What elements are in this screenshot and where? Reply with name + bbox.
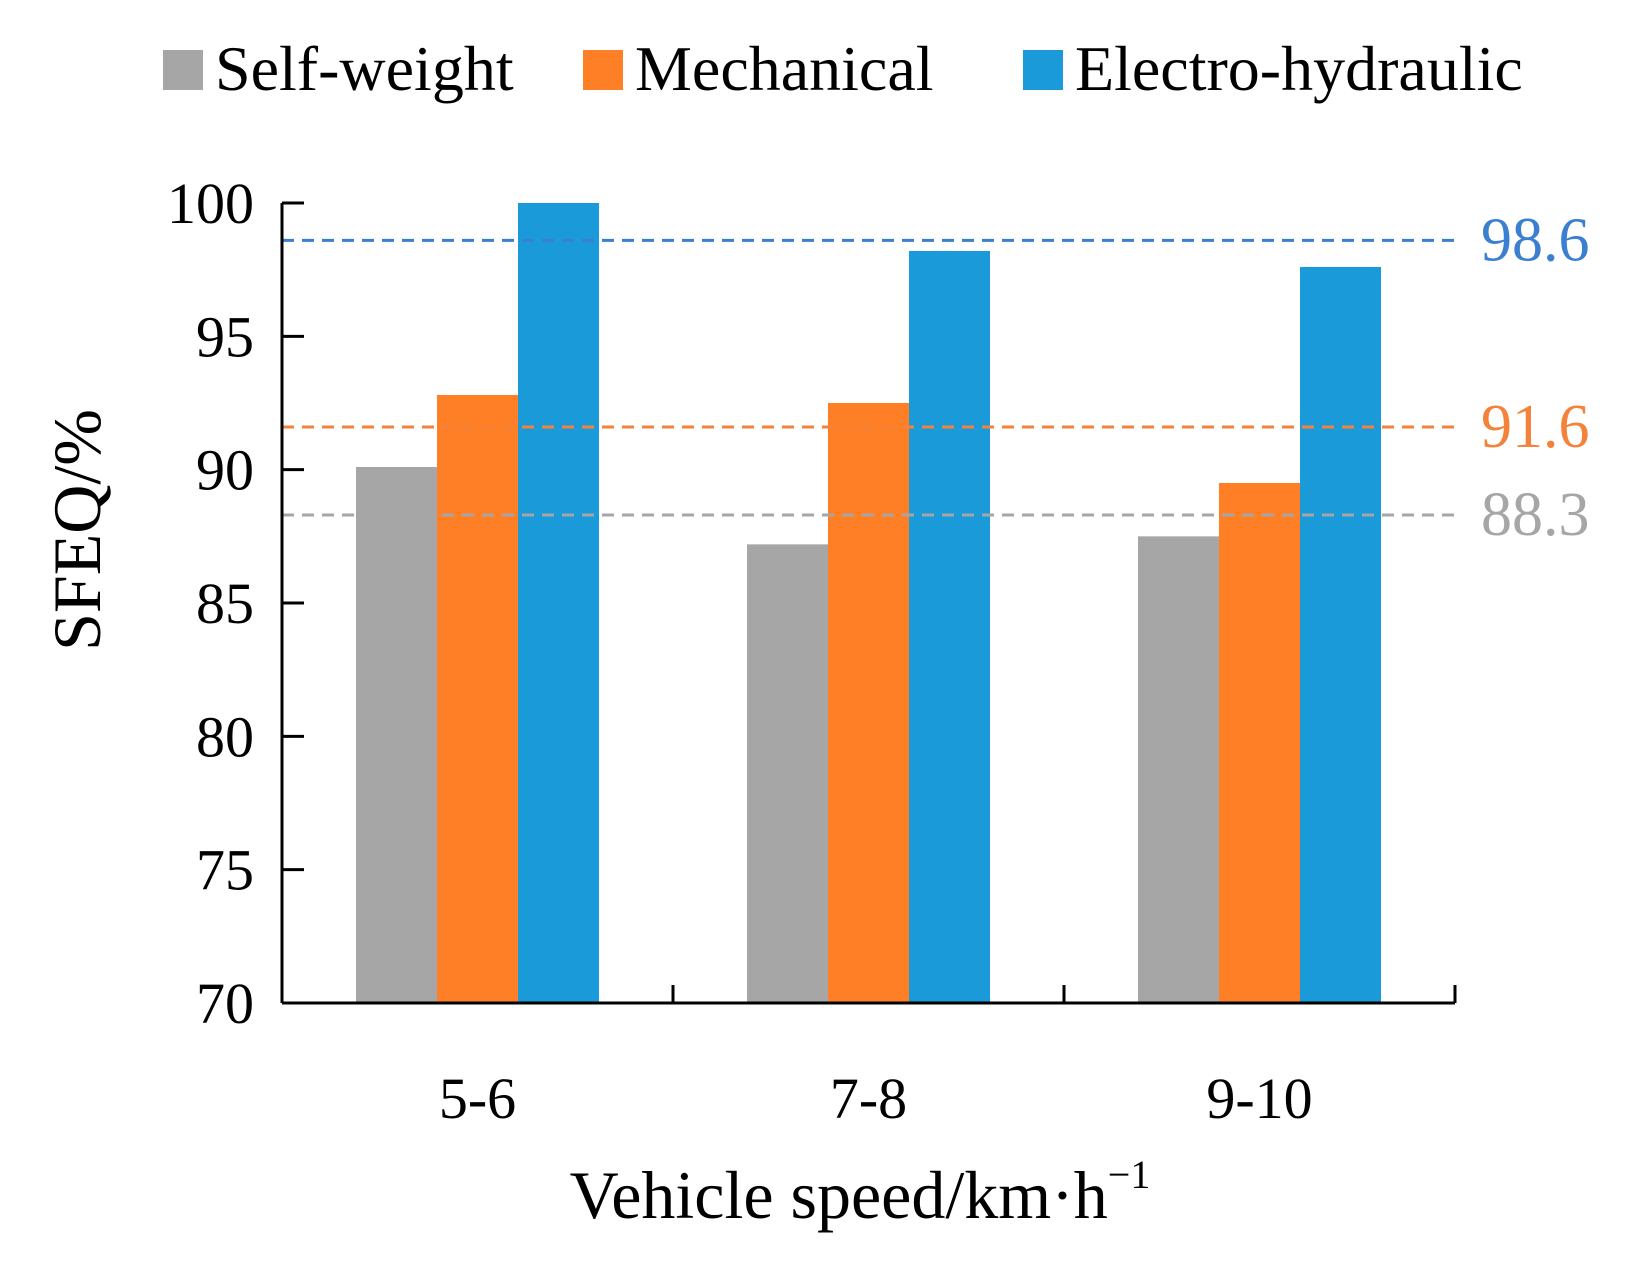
y-tick-label-90: 90 [196, 438, 254, 503]
x-axis-title-superscript: −1 [1108, 1152, 1151, 1197]
y-tick-label-70: 70 [196, 971, 254, 1036]
legend-swatch-self-weight [163, 50, 203, 90]
x-axis-title-main: Vehicle speed/km·h [570, 1157, 1108, 1233]
bar-self-weight-7-8 [747, 544, 828, 1003]
bar-electro-hydraulic-9-10 [1300, 267, 1381, 1003]
y-tick-label-80: 80 [196, 704, 254, 769]
legend-label-electro-hydraulic: Electro-hydraulic [1075, 33, 1523, 104]
tick-labels: 70 75 80 85 90 95 100 5-6 7-8 9-10 [167, 171, 1313, 1131]
axes [280, 201, 1457, 1005]
reference-label-88-3: 88.3 [1481, 481, 1590, 549]
reference-lines: 98.6 91.6 88.3 [282, 206, 1590, 549]
reference-label-98-6: 98.6 [1481, 206, 1590, 274]
legend-label-self-weight: Self-weight [215, 33, 514, 104]
bar-mechanical-7-8 [828, 403, 909, 1003]
legend: Self-weight Mechanical Electro-hydraulic [163, 33, 1523, 104]
y-axis-title: SFEQ/% [39, 409, 115, 651]
bars [356, 203, 1381, 1003]
bar-self-weight-9-10 [1138, 536, 1219, 1003]
bar-mechanical-5-6 [437, 395, 518, 1003]
x-axis-title: Vehicle speed/km·h−1 [570, 1152, 1151, 1233]
x-tick-label-7-8: 7-8 [830, 1066, 907, 1131]
bar-electro-hydraulic-5-6 [518, 203, 599, 1003]
legend-swatch-mechanical [583, 50, 623, 90]
y-tick-label-95: 95 [196, 304, 254, 369]
x-tick-label-5-6: 5-6 [439, 1066, 516, 1131]
bar-mechanical-9-10 [1219, 483, 1300, 1003]
legend-label-mechanical: Mechanical [635, 33, 934, 104]
reference-label-91-6: 91.6 [1481, 393, 1590, 461]
bar-electro-hydraulic-7-8 [909, 251, 990, 1003]
bar-self-weight-5-6 [356, 467, 437, 1003]
y-tick-label-85: 85 [196, 571, 254, 636]
y-tick-label-100: 100 [167, 171, 254, 236]
legend-swatch-electro-hydraulic [1023, 50, 1063, 90]
y-tick-label-75: 75 [196, 838, 254, 903]
x-tick-label-9-10: 9-10 [1206, 1066, 1312, 1131]
